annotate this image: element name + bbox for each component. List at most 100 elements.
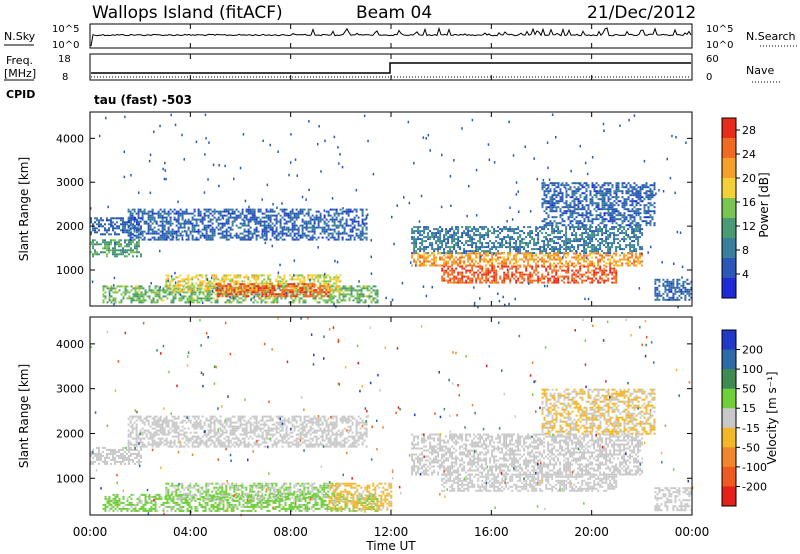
heatmap-cell	[503, 258, 506, 261]
heatmap-cell	[175, 236, 178, 239]
heatmap-cell	[277, 283, 280, 286]
heatmap-cell	[183, 284, 186, 287]
heatmap-cell	[629, 260, 632, 263]
heatmap-cell	[233, 287, 236, 290]
heatmap-cell	[615, 252, 618, 255]
heatmap-cell	[555, 242, 558, 245]
heatmap-cell	[641, 246, 644, 249]
heatmap-cell	[136, 243, 138, 246]
heatmap-cell	[305, 228, 308, 231]
heatmap-cell	[255, 216, 258, 219]
heatmap-cell	[527, 264, 530, 267]
heatmap-cell	[589, 242, 592, 245]
heatmap-cell	[249, 218, 252, 221]
heatmap-cell	[227, 274, 230, 277]
heatmap-cell	[477, 256, 480, 259]
heatmap-cell	[567, 269, 570, 272]
heatmap-cell	[547, 260, 550, 263]
heatmap-cell	[331, 288, 334, 291]
heatmap-cell	[184, 291, 187, 294]
heatmap-cell	[621, 232, 624, 235]
heatmap-cell	[465, 275, 468, 278]
heatmap-cell	[311, 224, 314, 227]
heatmap-cell	[627, 258, 630, 261]
heatmap-cell	[114, 255, 116, 258]
heatmap-cell	[110, 301, 113, 304]
heatmap-cell	[509, 252, 512, 255]
heatmap-cell	[185, 232, 188, 235]
heatmap-cell	[535, 234, 538, 237]
heatmap-cell	[603, 281, 606, 284]
heatmap-cell	[303, 283, 306, 286]
heatmap-cell	[227, 283, 230, 286]
heatmap-cell	[199, 286, 202, 289]
heatmap-cell	[122, 247, 124, 250]
heatmap-cell	[291, 289, 294, 292]
heatmap-cell	[297, 274, 300, 277]
heatmap-cell	[303, 276, 306, 279]
heatmap-cell	[565, 244, 568, 247]
heatmap-cell	[517, 232, 520, 235]
heatmap-cell	[295, 293, 298, 296]
heatmap-cell	[331, 290, 334, 293]
heatmap-cell	[305, 222, 308, 225]
heatmap-cell	[333, 220, 336, 223]
heatmap-cell	[597, 244, 600, 247]
heatmap-cell	[565, 226, 568, 229]
heatmap-cell	[239, 285, 242, 288]
heatmap-cell	[443, 252, 446, 255]
heatmap-cell	[617, 238, 620, 241]
heatmap-cell	[585, 254, 588, 257]
heatmap-cell	[261, 216, 264, 219]
heatmap-cell	[495, 258, 498, 261]
heatmap-cell	[517, 267, 520, 270]
heatmap-cell	[583, 220, 586, 223]
heatmap-cell	[581, 258, 584, 261]
heatmap-cell	[122, 221, 124, 224]
heatmap-cell	[529, 234, 532, 237]
heatmap-cell	[423, 236, 426, 239]
heatmap-cell	[267, 284, 270, 287]
heatmap-cell	[163, 212, 166, 215]
heatmap-cell	[374, 293, 377, 296]
heatmap-cell	[557, 238, 560, 241]
power-cells	[90, 113, 693, 309]
heatmap-cell	[437, 240, 440, 243]
heatmap-cell	[165, 220, 168, 223]
heatmap-cell	[122, 285, 125, 288]
heatmap-cell	[331, 234, 334, 237]
heatmap-cell	[473, 275, 476, 278]
heatmap-cell	[132, 255, 134, 258]
heatmap-cell	[223, 230, 226, 233]
heatmap-cell	[513, 256, 516, 259]
heatmap-cell	[136, 255, 138, 258]
heatmap-cell	[443, 271, 446, 274]
heatmap-cell	[575, 232, 578, 235]
heatmap-cell	[275, 236, 278, 239]
heatmap-cell	[231, 224, 234, 227]
heatmap-cell	[631, 236, 634, 239]
heatmap-cell	[487, 236, 490, 239]
heatmap-cell	[465, 269, 468, 272]
heatmap-cell	[94, 221, 96, 224]
heatmap-cell	[96, 223, 98, 226]
heatmap-cell	[527, 250, 530, 253]
heatmap-cell	[253, 216, 256, 219]
heatmap-cell	[411, 242, 414, 245]
heatmap-cell	[271, 232, 274, 235]
heatmap-cell	[301, 236, 304, 239]
heatmap-cell	[311, 238, 314, 241]
heatmap-cell	[265, 232, 268, 235]
heatmap-cell	[359, 238, 362, 241]
heatmap-cell	[237, 276, 240, 279]
heatmap-cell	[192, 299, 195, 302]
heatmap-cell	[415, 246, 418, 249]
heatmap-cell	[481, 267, 484, 270]
heatmap-cell	[189, 278, 192, 281]
heatmap-cell	[591, 204, 594, 207]
heatmap-cell	[299, 236, 302, 239]
heatmap-cell	[609, 236, 612, 239]
heatmap-cell	[299, 287, 302, 290]
heatmap-cell	[597, 204, 600, 207]
heatmap-cell	[519, 275, 522, 278]
